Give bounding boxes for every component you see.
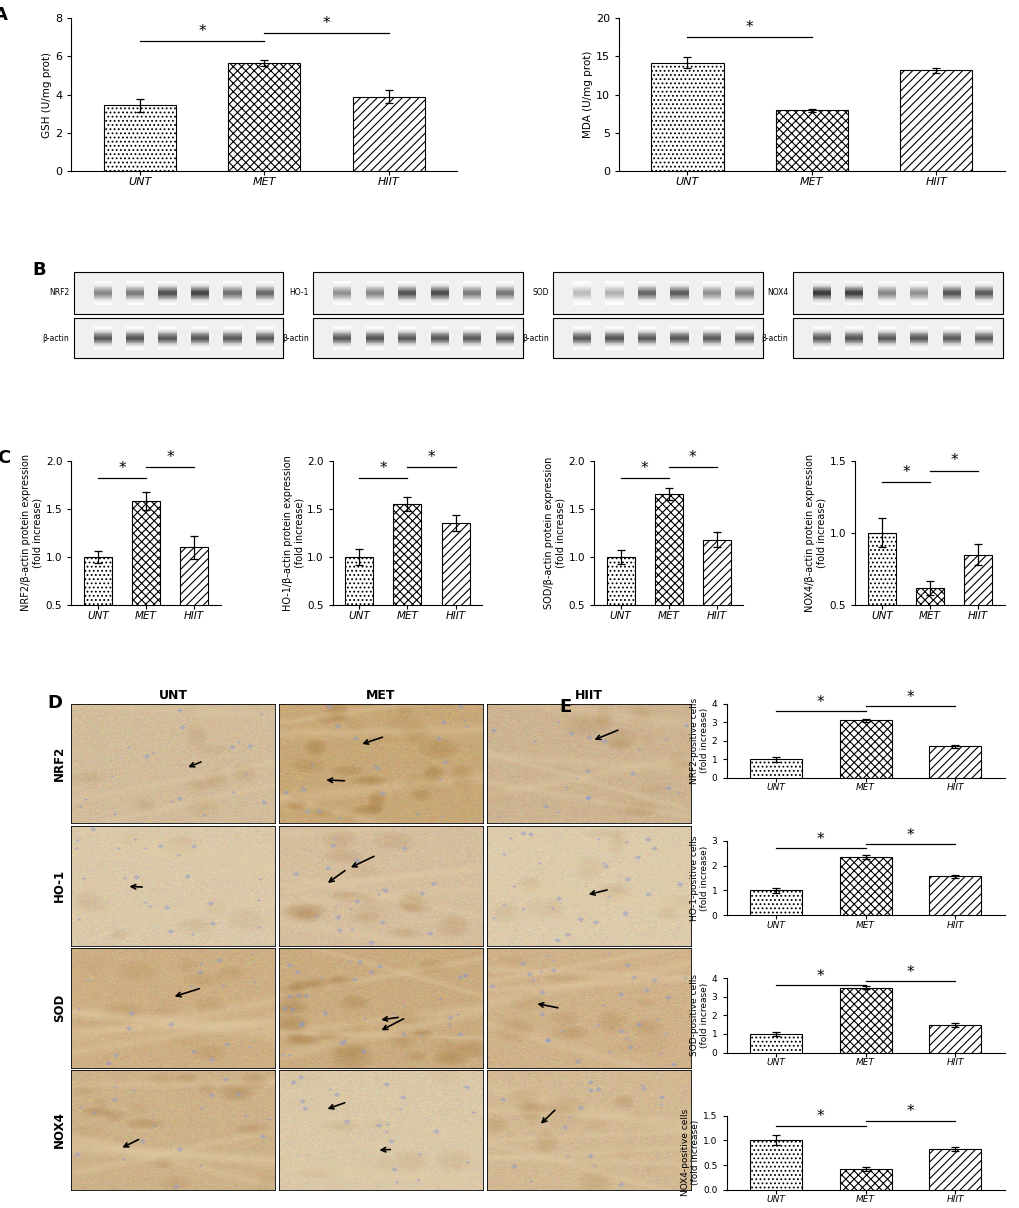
Y-axis label: NRF2: NRF2	[53, 745, 66, 782]
Bar	[651, 63, 722, 172]
Bar	[749, 1034, 801, 1052]
Text: *: *	[379, 460, 387, 476]
Bar	[73, 318, 283, 359]
Bar	[792, 318, 1002, 359]
Bar	[928, 1149, 980, 1190]
Bar	[792, 272, 1002, 314]
Bar	[963, 554, 991, 678]
Y-axis label: NOX4: NOX4	[53, 1111, 66, 1149]
Title: HIIT: HIIT	[574, 690, 602, 703]
Text: HO-1: HO-1	[289, 289, 309, 297]
Y-axis label: SOD: SOD	[53, 994, 66, 1022]
Y-axis label: HO-1/β-actin protein expression
(fold increase): HO-1/β-actin protein expression (fold in…	[282, 455, 304, 611]
Text: *: *	[745, 21, 753, 35]
Text: *: *	[950, 453, 957, 469]
Bar	[132, 501, 160, 654]
Text: β-actin: β-actin	[43, 333, 69, 343]
Text: *: *	[322, 16, 330, 31]
Bar	[552, 272, 762, 314]
Bar	[928, 876, 980, 916]
Text: NRF2: NRF2	[49, 289, 69, 297]
Y-axis label: HO-1: HO-1	[53, 869, 66, 902]
Y-axis label: NOX4-positive cells
(fold increase): NOX4-positive cells (fold increase)	[681, 1109, 700, 1196]
Text: D: D	[47, 695, 62, 712]
Bar	[393, 504, 421, 654]
Text: *: *	[427, 451, 435, 465]
Text: A: A	[0, 6, 8, 24]
Bar	[839, 988, 891, 1052]
Bar	[928, 747, 980, 778]
Bar	[915, 588, 943, 678]
Bar	[313, 318, 523, 359]
Y-axis label: SOD-positive cells
(fold increase): SOD-positive cells (fold increase)	[689, 975, 708, 1057]
Bar	[606, 557, 634, 654]
Bar	[654, 494, 682, 654]
Bar	[839, 856, 891, 916]
Bar	[749, 760, 801, 778]
Bar	[180, 547, 208, 654]
Text: *: *	[640, 460, 648, 476]
Bar	[749, 1140, 801, 1190]
Bar	[353, 97, 424, 172]
Text: *: *	[816, 969, 823, 983]
Text: E: E	[559, 698, 572, 715]
Text: *: *	[901, 465, 909, 480]
Bar	[228, 63, 300, 172]
Y-axis label: SOD/β-actin protein expression
(fold increase): SOD/β-actin protein expression (fold inc…	[543, 457, 566, 609]
Bar	[84, 557, 112, 654]
Text: β-actin: β-actin	[761, 333, 788, 343]
Y-axis label: NRF2/β-actin protein expression
(fold increase): NRF2/β-actin protein expression (fold in…	[21, 454, 43, 611]
Bar	[749, 890, 801, 916]
Text: *: *	[816, 1109, 823, 1125]
Text: *: *	[816, 695, 823, 710]
Bar	[313, 272, 523, 314]
Bar	[775, 110, 847, 172]
Bar	[344, 557, 373, 654]
Bar	[900, 70, 971, 172]
Y-axis label: NRF2-positive cells
(fold increase): NRF2-positive cells (fold increase)	[689, 698, 708, 784]
Y-axis label: GSH (U/mg prot): GSH (U/mg prot)	[43, 52, 52, 138]
Bar	[73, 272, 283, 314]
Bar	[839, 720, 891, 778]
Text: *: *	[906, 690, 913, 705]
Bar	[104, 105, 175, 172]
Text: *: *	[118, 460, 125, 476]
Text: *: *	[906, 965, 913, 980]
Bar	[552, 318, 762, 359]
Text: NOX4: NOX4	[766, 289, 788, 297]
Text: SOD: SOD	[532, 289, 548, 297]
Text: β-actin: β-actin	[522, 333, 548, 343]
Bar	[702, 540, 731, 654]
Text: *: *	[816, 832, 823, 847]
Text: *: *	[166, 451, 174, 465]
Text: *: *	[688, 451, 696, 465]
Text: *: *	[198, 24, 206, 39]
Text: *: *	[906, 827, 913, 843]
Title: MET: MET	[366, 690, 395, 703]
Bar	[928, 1024, 980, 1052]
Bar	[839, 1168, 891, 1190]
Text: *: *	[906, 1104, 913, 1120]
Text: C: C	[0, 449, 10, 467]
Y-axis label: MDA (U/mg prot): MDA (U/mg prot)	[583, 51, 592, 139]
Y-axis label: NOX4/β-actin protein expression
(fold increase): NOX4/β-actin protein expression (fold in…	[805, 454, 826, 612]
Text: β-actin: β-actin	[282, 333, 309, 343]
Title: UNT: UNT	[159, 690, 187, 703]
Text: B: B	[33, 261, 47, 279]
Y-axis label: HO-1-positive cells
(fold increase): HO-1-positive cells (fold increase)	[689, 836, 708, 920]
Bar	[441, 523, 469, 654]
Bar	[867, 533, 895, 678]
